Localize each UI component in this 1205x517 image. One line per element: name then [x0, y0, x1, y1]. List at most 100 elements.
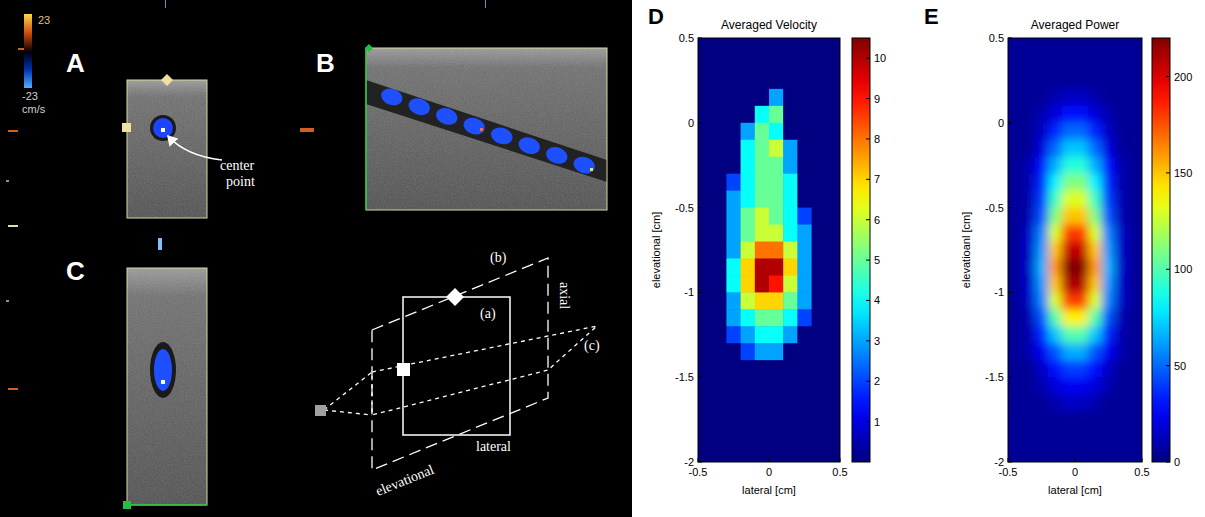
panel-b-image — [365, 44, 607, 210]
heatmap-cell — [812, 242, 827, 259]
heatmap-cell — [783, 258, 798, 275]
heatmap-cell — [1075, 38, 1089, 55]
heatmap-cell — [698, 428, 713, 445]
ultrasound-figure: 23-23cm/sAcenterpointBC(a)(b)(c)axiallat… — [0, 0, 632, 517]
plot-background — [1008, 38, 1142, 462]
heatmap-cell — [1129, 55, 1142, 72]
scale-marker — [18, 48, 24, 50]
heatmap-cell — [741, 225, 756, 242]
heatmap-cell — [712, 309, 727, 326]
heatmap-cell — [1102, 38, 1116, 55]
plane-label: (b) — [490, 250, 507, 266]
heatmap-cell — [797, 72, 812, 89]
colorbar-tick-label: 8 — [874, 133, 880, 145]
heatmap-cell — [712, 174, 727, 191]
heatmap-cell — [755, 123, 770, 140]
heatmap-cell — [741, 360, 756, 377]
heatmap-cell — [812, 208, 827, 225]
annotation: centerpoint — [220, 158, 255, 189]
heatmap-cell — [812, 157, 827, 174]
screen-marker — [6, 300, 9, 302]
plane-b — [372, 258, 548, 470]
heatmap-cell — [1129, 106, 1142, 123]
heatmap-cell — [1075, 343, 1089, 360]
heatmap-cell — [1021, 38, 1035, 55]
heatmap-cell — [1129, 309, 1142, 326]
heatmap-cell — [1088, 123, 1102, 140]
heatmap-cell — [1008, 292, 1022, 309]
heatmap-cell — [1062, 445, 1076, 462]
x-tick — [1142, 458, 1143, 462]
screen-marker — [300, 128, 314, 132]
heatmap-cell — [812, 394, 827, 411]
scale-unit: cm/s — [22, 103, 46, 115]
heatmap-cell — [1129, 191, 1142, 208]
plane-label: (c) — [584, 338, 600, 354]
heatmap-cell — [698, 377, 713, 394]
heatmap-cell — [698, 140, 713, 157]
heatmap-cell — [826, 258, 840, 275]
panel-a-image — [122, 74, 207, 218]
heatmap-cell — [698, 360, 713, 377]
y-tick — [1008, 292, 1012, 293]
y-tick-label: -1.5 — [985, 371, 1004, 383]
heatmap-cell — [1075, 72, 1089, 89]
heatmap-cell — [1115, 174, 1129, 191]
heatmap-cell — [1075, 140, 1089, 157]
heatmap-cell — [812, 38, 827, 55]
heatmap-cell — [741, 428, 756, 445]
heatmap-cell — [741, 394, 756, 411]
heatmap-cell — [712, 38, 727, 55]
heatmap-cell — [741, 208, 756, 225]
heatmap-cell — [712, 360, 727, 377]
heatmap-cell — [1115, 411, 1129, 428]
heatmap-cell — [1062, 309, 1076, 326]
heatmap-cell — [1075, 123, 1089, 140]
heatmap-cell — [1129, 275, 1142, 292]
heatmap-cell — [826, 208, 840, 225]
heatmap-cell — [769, 445, 784, 462]
heatmap-cell — [797, 191, 812, 208]
y-tick — [1008, 462, 1012, 463]
heatmap-cell — [1008, 55, 1022, 72]
heatmap-cell — [1035, 411, 1049, 428]
heatmap-cell — [1048, 411, 1062, 428]
heatmap-cell — [1008, 275, 1022, 292]
heatmap-cell — [1035, 225, 1049, 242]
colorbar-tick-label: 3 — [874, 335, 880, 347]
heatmap-cell — [1048, 360, 1062, 377]
plane-marker-square — [122, 123, 131, 132]
heatmap-cell — [1075, 360, 1089, 377]
heatmap-cell — [1075, 411, 1089, 428]
screen-marker — [8, 130, 18, 132]
heatmap-cell — [755, 292, 770, 309]
heatmap-cell — [1129, 38, 1142, 55]
heatmap-cell — [1048, 343, 1062, 360]
heatmap-cell — [1075, 225, 1089, 242]
heatmap-cell — [1008, 123, 1022, 140]
colorbar-tick-label: 150 — [1174, 167, 1192, 179]
heatmap-cell — [1021, 157, 1035, 174]
heatmap-cell — [826, 445, 840, 462]
heatmap-cell — [826, 377, 840, 394]
y-tick-label: -1.5 — [675, 371, 694, 383]
heatmap-cell — [698, 123, 713, 140]
heatmap-cell — [1062, 377, 1076, 394]
heatmap-cell — [1115, 309, 1129, 326]
heatmap-cell — [1048, 38, 1062, 55]
heatmap-cell — [1021, 225, 1035, 242]
heatmap-cell — [1129, 343, 1142, 360]
heatmap-cell — [1035, 377, 1049, 394]
heatmap-cell — [1035, 343, 1049, 360]
y-tick-label: 0 — [998, 117, 1004, 129]
heatmap-cell — [1008, 258, 1022, 275]
heatmap-cell — [826, 38, 840, 55]
heatmap-cell — [783, 123, 798, 140]
heatmap-cell — [1129, 360, 1142, 377]
y-tick-label: -1 — [684, 286, 694, 298]
heatmap-cell — [1075, 89, 1089, 106]
heatmap-cell — [797, 242, 812, 259]
y-tick — [698, 462, 702, 463]
heatmap-cell — [1035, 242, 1049, 259]
plane-c — [372, 326, 597, 415]
